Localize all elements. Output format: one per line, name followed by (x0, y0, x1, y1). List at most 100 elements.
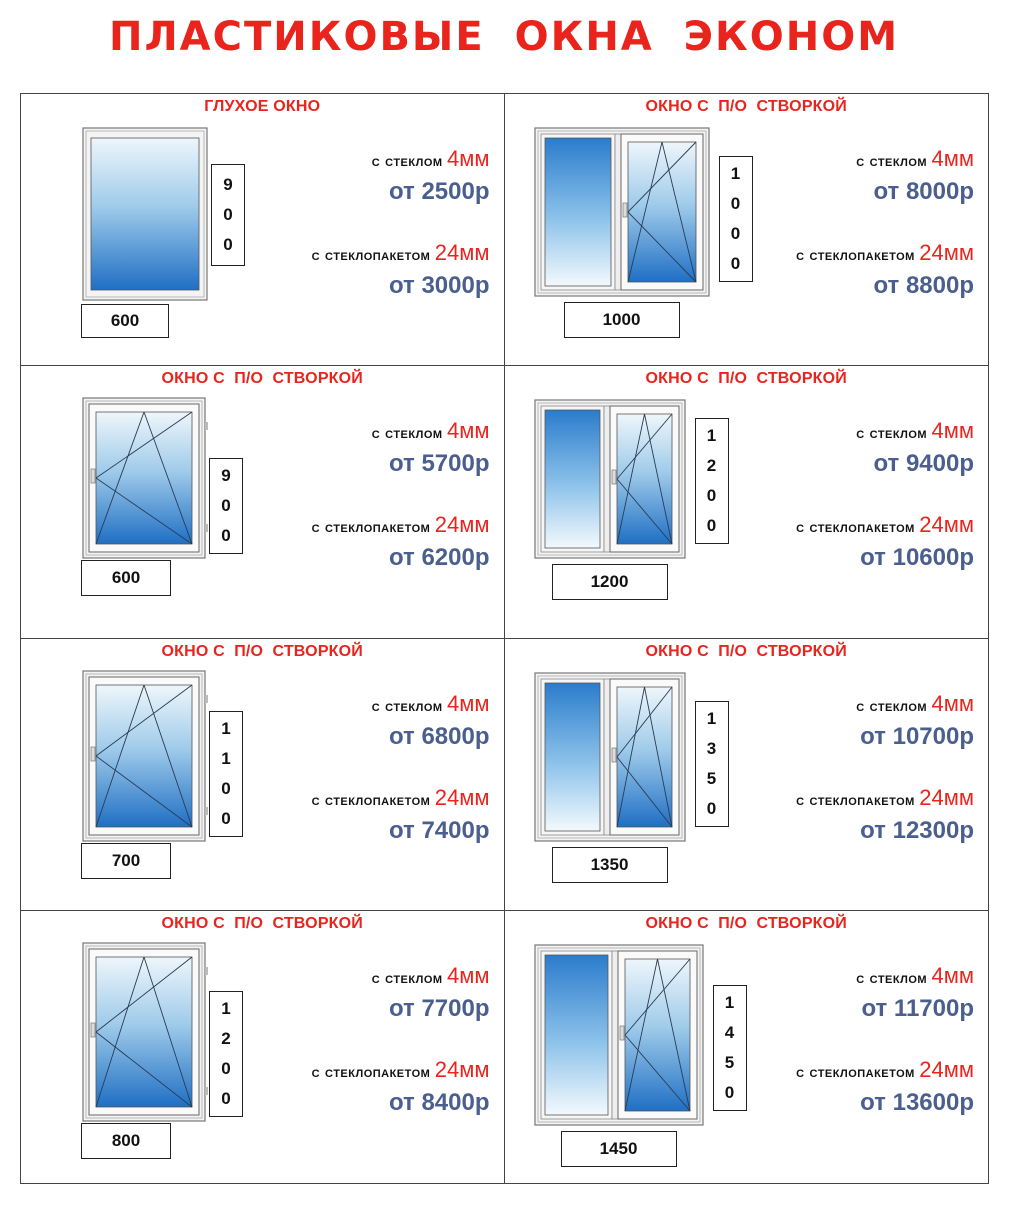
glass-option: с стеклом 4мм от 9400р (856, 418, 974, 478)
height-digit: 9 (223, 175, 233, 194)
glass-pane (624, 958, 690, 1112)
package-price: от 10600р (860, 544, 974, 572)
package-label: с стеклопакетом (311, 519, 431, 537)
glass-option: с стеклом 4мм от 2500р (372, 146, 490, 206)
glass-price: от 5700р (388, 450, 490, 478)
handle-icon (90, 468, 96, 484)
package-price: от 8800р (873, 272, 974, 299)
glass-mm: 4мм (447, 962, 490, 988)
height-digit: 0 (223, 205, 233, 224)
package-label: с стеклопакетом (796, 519, 915, 537)
height-digit: 2 (221, 1028, 231, 1048)
glass-label: с стеклом (371, 969, 443, 987)
card-title: ОКНО С П/О СТВОРКОЙ (645, 914, 847, 932)
package-mm: 24мм (434, 240, 490, 265)
height-digit: 1 (221, 998, 231, 1018)
glass-mm: 4мм (931, 146, 975, 171)
height-digit: 4 (724, 1022, 735, 1042)
handle-icon (611, 469, 616, 485)
height-label: 1 2 0 0 (209, 990, 243, 1117)
window-icon (82, 127, 208, 301)
package-mm: 24мм (919, 1056, 974, 1082)
window-icon (82, 397, 208, 559)
package-label: с стеклопакетом (311, 247, 431, 264)
height-digit: 1 (706, 708, 717, 728)
glass-price: от 8000р (873, 178, 974, 205)
glass-price: от 9400р (873, 450, 974, 478)
price-grid: ГЛУХОЕ ОКНО 600 9 0 0 с стеклом 4мм от 250… (20, 93, 989, 1184)
glass-mm: 4мм (447, 146, 490, 171)
glass-mm: 4мм (931, 962, 975, 988)
glass-option: с стеклом 4мм от 8000р (856, 146, 974, 206)
glass-pane (90, 137, 200, 291)
glass-mm: 4мм (931, 418, 975, 444)
package-price: от 8400р (388, 1088, 490, 1116)
window-icon (533, 127, 710, 297)
package-option: с стеклопакетом 24мм от 12300р (796, 785, 974, 845)
glass-pane (95, 956, 193, 1108)
package-label: с стеклопакетом (311, 1063, 431, 1081)
glass-option: с стеклом 4мм от 7700р (372, 963, 490, 1023)
glass-price: от 2500р (388, 178, 490, 205)
glass-pane (616, 413, 672, 545)
height-label: 1 2 0 0 (694, 418, 729, 545)
glass-pane (95, 411, 193, 545)
package-option: с стеклопакетом 24мм от 13600р (796, 1057, 974, 1117)
window-icon (82, 669, 208, 842)
height-digit: 1 (706, 426, 717, 446)
height-label: 9 0 0 (209, 458, 243, 555)
card-title: ОКНО С П/О СТВОРКОЙ (645, 98, 847, 115)
height-digit: 0 (221, 496, 231, 516)
package-mm: 24мм (434, 784, 490, 810)
glass-mm: 4мм (447, 418, 490, 444)
handle-icon (90, 746, 96, 761)
height-digit: 0 (730, 194, 741, 213)
window-icon (533, 399, 686, 559)
glass-option: с стеклом 4мм от 11700р (856, 963, 974, 1023)
height-digit: 0 (706, 798, 717, 818)
package-mm: 24мм (434, 512, 490, 538)
height-label: 1 4 5 0 (712, 984, 747, 1111)
glass-label: с стеклом (371, 425, 443, 443)
handle-icon (619, 1025, 624, 1041)
glass-mm: 4мм (931, 690, 975, 716)
glass-price: от 11700р (861, 994, 974, 1022)
height-digit: 0 (221, 808, 231, 828)
glass-pane (544, 682, 600, 831)
package-label: с стеклопакетом (796, 791, 915, 809)
window-icon (533, 671, 686, 842)
package-label: с стеклопакетом (796, 247, 915, 264)
card-title: ОКНО С П/О СТВОРКОЙ (161, 370, 363, 388)
page-title: ПЛАСТИКОВЫЕ ОКНА ЭКОНОМ (108, 14, 900, 60)
height-label: 1 1 0 0 (209, 710, 243, 837)
package-price: от 3000р (388, 272, 490, 299)
height-digit: 0 (221, 526, 231, 546)
card-title: ОКНО С П/О СТВОРКОЙ (161, 642, 363, 660)
glass-pane (95, 684, 193, 827)
glass-option: с стеклом 4мм от 6800р (372, 691, 490, 751)
handle-icon (90, 1022, 96, 1038)
window-card-5: ОКНО С П/О СТВОРКОЙ 700 1 1 0 0 с стеклом 4… (21, 638, 505, 911)
package-option: с стеклопакетом 24мм от 7400р (312, 785, 490, 845)
glass-pane (544, 137, 611, 287)
package-mm: 24мм (919, 512, 974, 538)
height-digit: 0 (221, 1088, 231, 1108)
package-option: с стеклопакетом 24мм от 8800р (796, 240, 974, 300)
glass-label: с стеклом (371, 153, 443, 170)
glass-price: от 7700р (388, 994, 490, 1022)
glass-mm: 4мм (447, 690, 490, 716)
glass-pane (544, 954, 608, 1116)
height-digit: 0 (730, 254, 741, 273)
height-digit: 1 (221, 718, 231, 738)
glass-pane (616, 686, 672, 827)
window-icon (533, 944, 704, 1126)
card-title: ГЛУХОЕ ОКНО (204, 98, 321, 115)
height-digit: 5 (724, 1052, 735, 1072)
glass-option: с стеклом 4мм от 5700р (372, 418, 490, 478)
glass-price: от 6800р (388, 722, 490, 750)
height-digit: 3 (706, 738, 717, 758)
card-title: ОКНО С П/О СТВОРКОЙ (645, 642, 847, 660)
